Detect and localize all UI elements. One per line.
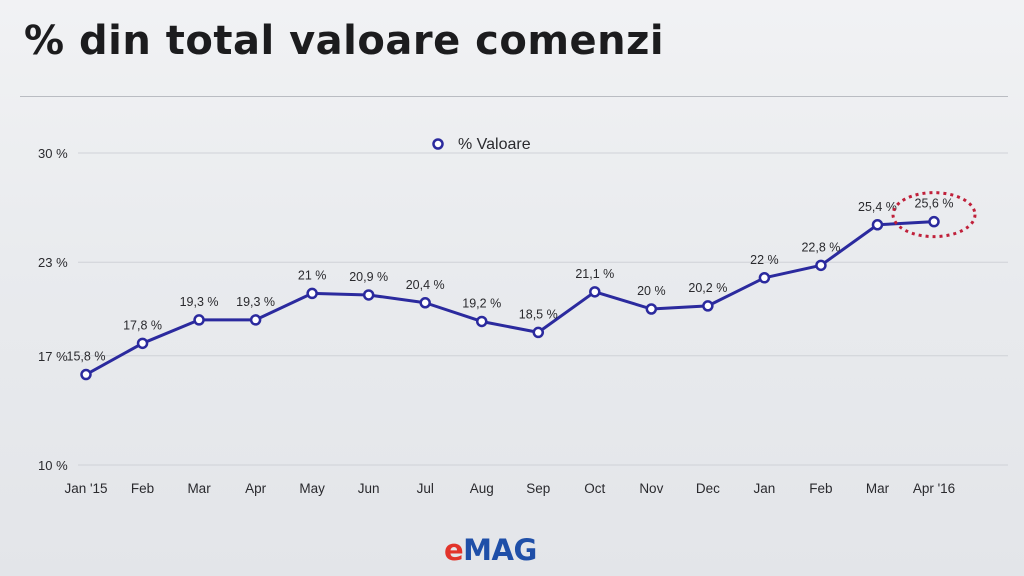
data-point: [362, 289, 375, 301]
data-label: 19,2 %: [462, 296, 501, 310]
x-tick-label: Jan: [754, 481, 776, 496]
x-tick-label: Feb: [809, 481, 832, 496]
data-point: [928, 215, 940, 228]
data-label: 25,6 %: [915, 197, 954, 211]
data-point: [815, 259, 827, 272]
logo-mag: MAG: [463, 533, 537, 567]
data-label: 22 %: [750, 253, 779, 267]
data-point: [702, 300, 714, 312]
data-label: 20,9 %: [349, 270, 388, 284]
data-point: [136, 337, 149, 350]
y-tick-label: 17 %: [38, 349, 68, 364]
x-tick-label: May: [299, 481, 325, 496]
x-tick-label: Jan '15: [64, 481, 107, 496]
x-tick-label: Mar: [866, 481, 890, 496]
data-point: [475, 315, 488, 328]
y-tick-label: 10 %: [38, 458, 68, 473]
data-label: 17,8 %: [123, 318, 162, 332]
x-tick-label: Nov: [639, 481, 663, 496]
legend-marker: [432, 138, 444, 150]
x-tick-label: Oct: [584, 481, 605, 496]
x-tick-label: Jul: [417, 481, 434, 496]
y-tick-label: 23 %: [38, 255, 68, 270]
x-tick-label: Dec: [696, 481, 720, 496]
data-label: 19,3 %: [180, 295, 219, 309]
x-tick-label: Sep: [526, 481, 550, 496]
data-label: 22,8 %: [801, 240, 840, 254]
data-point: [871, 219, 884, 231]
data-label: 21 %: [298, 268, 327, 282]
data-point: [419, 297, 431, 309]
slide-title: % din total valoare comenzi: [24, 18, 665, 64]
data-label: 15,8 %: [67, 350, 106, 364]
data-label: 19,3 %: [236, 295, 275, 309]
data-point: [532, 326, 545, 339]
x-tick-label: Apr: [245, 481, 267, 496]
data-point: [193, 314, 205, 326]
data-point: [758, 272, 771, 284]
legend-label: % Valoare: [458, 136, 531, 153]
highlight-ellipse: [891, 191, 977, 239]
data-point: [306, 287, 318, 300]
data-label: 20,2 %: [688, 281, 727, 295]
x-tick-label: Aug: [470, 481, 494, 496]
logo-e: e: [444, 533, 464, 567]
data-label: 25,4 %: [858, 200, 897, 214]
data-point: [589, 286, 601, 298]
data-point: [80, 368, 92, 381]
x-tick-label: Mar: [187, 481, 211, 496]
emag-logo: eMAG: [444, 536, 537, 565]
series-line: [85, 220, 935, 376]
data-point: [645, 303, 658, 315]
x-tick-label: Apr '16: [913, 481, 955, 496]
data-label: 20,4 %: [406, 278, 445, 292]
data-label: 18,5 %: [519, 307, 558, 321]
data-label: 21,1 %: [575, 267, 614, 281]
data-point: [249, 314, 262, 326]
data-label: 20 %: [637, 284, 666, 298]
y-tick-label: 30 %: [38, 146, 68, 161]
title-divider: [20, 96, 1008, 97]
x-tick-label: Feb: [131, 481, 154, 496]
x-tick-label: Jun: [358, 481, 380, 496]
